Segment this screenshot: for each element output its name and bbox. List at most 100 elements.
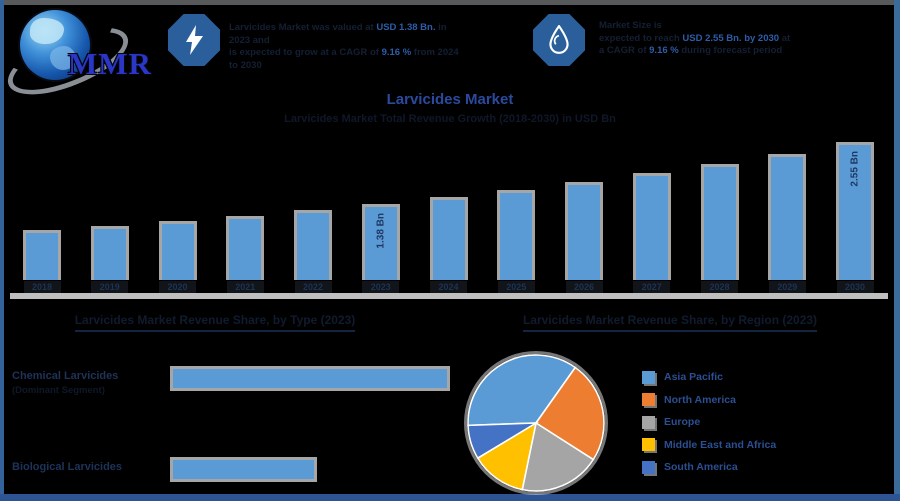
x-tick-label: 2026: [565, 281, 603, 293]
bar-column: 1.38 Bn 2023: [361, 204, 400, 293]
header-blurb-valuation: Larvicides Market was valued at USD 1.38…: [229, 22, 464, 72]
hbar-label-biological-name: Biological Larvicides: [12, 461, 123, 473]
pie-slice-europe: [521, 421, 595, 492]
bar-column: 2025: [497, 190, 536, 293]
bar-2027: [632, 173, 671, 280]
x-tick-label: 2028: [701, 281, 738, 293]
bar-column: 2.55 Bn 2030: [836, 142, 874, 293]
legend-row: Middle East and Africa: [642, 438, 776, 452]
bar-2018: [23, 230, 61, 280]
globe-landmass: [50, 46, 76, 70]
x-tick-label: 2029: [768, 281, 806, 293]
blurb-line: expected to reach USD 2.55 Bn. by 2030 a…: [599, 32, 791, 44]
header-blurb-forecast: Market Size is expected to reach USD 2.55…: [599, 20, 891, 58]
blurb-line: Larvicides Market was valued at USD 1.38…: [229, 22, 447, 46]
pie-outline: [464, 351, 608, 495]
legend-row: South America: [642, 460, 776, 474]
bar-column: 2020: [158, 221, 197, 293]
legend-row: North America: [642, 393, 776, 407]
bar-2022: [294, 210, 332, 280]
frame-border-top: [0, 0, 900, 5]
legend-label: South America: [664, 461, 738, 473]
x-tick-label: 2019: [91, 281, 129, 293]
logo-text: MMR: [68, 46, 152, 81]
globe-icon: [20, 10, 90, 80]
page-title: Larvicides Market: [386, 91, 514, 108]
x-tick-label: 2022: [294, 281, 332, 293]
pie-legend: Asia Pacific North America Europe Middle Ea…: [642, 370, 776, 483]
legend-label: Europe: [664, 416, 701, 428]
blurb-line: is expected to grow at a CAGR of 9.16 % …: [229, 47, 459, 71]
bar-2021: [226, 216, 265, 280]
frame-border-bottom: [0, 494, 900, 501]
hbar-biological: [170, 457, 317, 482]
section-heading-by-region: Larvicides Market Revenue Share, by Regi…: [490, 313, 850, 332]
bar-2029: [768, 154, 807, 280]
mmr-logo: MMR: [0, 6, 151, 109]
x-tick-label: 2025: [497, 281, 535, 293]
bar-2028: [700, 164, 739, 280]
bar-2030: 2.55 Bn: [836, 142, 874, 280]
legend-swatch: [642, 393, 655, 406]
legend-label: North America: [664, 393, 736, 406]
legend-label: Middle East and Africa: [664, 438, 777, 451]
x-tick-label: 2020: [159, 281, 196, 293]
legend-swatch: [642, 438, 655, 451]
pie-slice-south-america: [467, 422, 540, 460]
legend-row: Asia Pacific: [642, 370, 776, 384]
bar-column: 2029: [768, 154, 807, 293]
chart-subtitle: Larvicides Market Total Revenue Growth (…: [284, 113, 616, 125]
globe-landmass: [30, 18, 64, 44]
blurb-line: a CAGR of 9.16 % during forecast period: [599, 45, 783, 56]
bar-column: 2027: [632, 173, 671, 293]
hbar-chemical: [170, 366, 450, 391]
bar-column: 2022: [294, 210, 332, 293]
droplet-glyph: [549, 25, 569, 54]
bar-column: 2021: [226, 216, 265, 293]
bar-column: 2018: [23, 230, 61, 293]
droplet-icon: [533, 14, 585, 66]
x-tick-label: 2021: [226, 281, 264, 293]
x-tick-label: 2023: [362, 281, 400, 293]
pie-slice-north-america: [534, 366, 605, 461]
x-tick-label: 2018: [23, 281, 61, 293]
x-tick-label: 2024: [430, 281, 467, 293]
x-axis-line: [10, 293, 888, 299]
lightning-glyph: [186, 25, 203, 55]
bar-column: 2024: [429, 197, 468, 293]
legend-row: Europe: [642, 415, 776, 429]
pie-slice-middle-east-and-africa: [476, 421, 538, 491]
x-tick-label: 2030: [836, 281, 874, 293]
section-heading-by-region-text: Larvicides Market Revenue Share, by Regi…: [522, 313, 818, 332]
lightning-icon: [168, 14, 220, 66]
region-pie-chart: [464, 351, 608, 495]
x-tick-label: 2027: [633, 281, 671, 293]
legend-swatch: [642, 415, 655, 429]
hbar-label-biological: Biological Larvicides: [12, 461, 162, 476]
legend-swatch: [642, 460, 655, 474]
bar-2026: [565, 182, 603, 280]
hbar-label-chemical: Chemical Larvicides (Dominant Segment): [12, 370, 162, 396]
bar-2019: [90, 226, 129, 280]
pie-slice-asia-pacific: [467, 354, 577, 427]
frame-border-right: [894, 0, 900, 501]
bar-value-label: 1.38 Bn: [375, 213, 387, 249]
bar-column: 2019: [90, 226, 129, 293]
bar-column: 2026: [565, 182, 603, 293]
bar-2023: 1.38 Bn: [361, 204, 400, 280]
section-heading-by-type: Larvicides Market Revenue Share, by Type…: [30, 313, 400, 332]
frame-border-left: [0, 0, 4, 501]
hbar-label-chemical-note: (Dominant Segment): [12, 385, 105, 396]
blurb-line: Market Size is: [599, 20, 662, 31]
bar-column: 2028: [700, 164, 739, 293]
revenue-bar-chart: 2018 2019 2020 2021 2022 1.38 Bn 2023 2024 2025 2…: [15, 135, 885, 293]
bar-2020: [158, 221, 197, 280]
section-heading-by-type-text: Larvicides Market Revenue Share, by Type…: [74, 313, 356, 332]
legend-swatch: [642, 370, 655, 384]
hbar-label-chemical-name: Chemical Larvicides: [12, 370, 119, 382]
bar-2025: [497, 190, 536, 280]
bar-value-label: 2.55 Bn: [849, 151, 861, 187]
bar-2024: [429, 197, 468, 280]
legend-label: Asia Pacific: [664, 371, 723, 383]
